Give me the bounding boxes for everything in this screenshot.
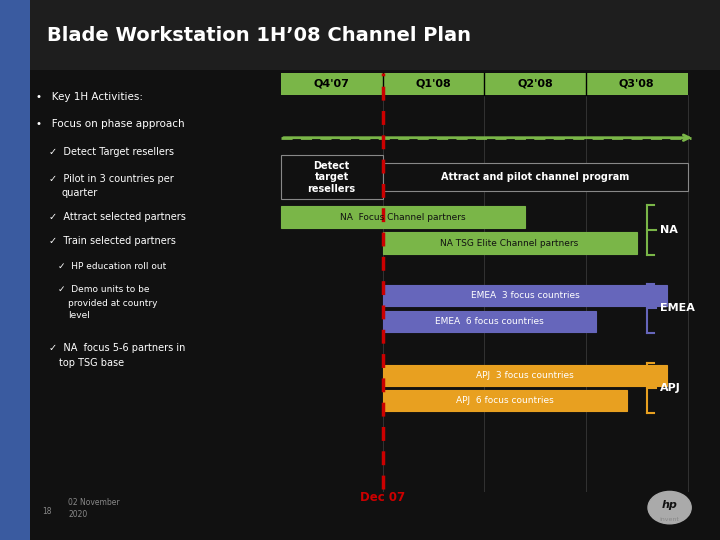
FancyBboxPatch shape (382, 310, 596, 332)
Text: APJ: APJ (660, 383, 680, 393)
FancyBboxPatch shape (382, 390, 626, 411)
FancyBboxPatch shape (0, 0, 30, 540)
Text: ✓  NA  focus 5-6 partners in: ✓ NA focus 5-6 partners in (49, 343, 185, 353)
Text: EMEA: EMEA (660, 303, 694, 313)
Text: Dec 07: Dec 07 (360, 491, 405, 504)
Text: Blade Workstation 1H’08 Channel Plan: Blade Workstation 1H’08 Channel Plan (47, 25, 471, 45)
Text: ✓  Train selected partners: ✓ Train selected partners (49, 237, 176, 246)
FancyBboxPatch shape (382, 232, 636, 254)
Text: APJ  6 focus countries: APJ 6 focus countries (456, 396, 554, 405)
Text: Detect
target
resellers: Detect target resellers (307, 160, 356, 194)
Text: •   Key 1H Activities:: • Key 1H Activities: (36, 92, 143, 102)
Text: Q2'08: Q2'08 (517, 79, 553, 89)
FancyBboxPatch shape (382, 364, 667, 386)
FancyBboxPatch shape (382, 163, 688, 191)
Text: ✓  Demo units to be: ✓ Demo units to be (58, 286, 149, 294)
Text: top TSG base: top TSG base (59, 358, 124, 368)
Circle shape (648, 491, 691, 524)
Text: ✓  Pilot in 3 countries per: ✓ Pilot in 3 countries per (49, 174, 174, 184)
Text: NA TSG Elite Channel partners: NA TSG Elite Channel partners (441, 239, 579, 247)
Text: EMEA  3 focus countries: EMEA 3 focus countries (470, 291, 580, 300)
Text: level: level (68, 312, 89, 320)
Text: NA  Focus Channel partners: NA Focus Channel partners (340, 213, 466, 221)
Text: invent: invent (660, 517, 680, 522)
FancyBboxPatch shape (281, 206, 525, 228)
Text: ✓  HP education roll out: ✓ HP education roll out (58, 262, 166, 271)
Text: Attract and pilot channel program: Attract and pilot channel program (441, 172, 629, 182)
Text: quarter: quarter (61, 188, 97, 198)
Text: 18: 18 (42, 508, 51, 516)
Text: hp: hp (662, 501, 678, 510)
Text: •   Focus on phase approach: • Focus on phase approach (36, 119, 184, 129)
Text: Q3'08: Q3'08 (619, 79, 654, 89)
FancyBboxPatch shape (281, 155, 382, 199)
FancyBboxPatch shape (30, 0, 720, 70)
FancyBboxPatch shape (382, 285, 667, 306)
Text: ✓  Detect Target resellers: ✓ Detect Target resellers (49, 147, 174, 157)
Text: EMEA  6 focus countries: EMEA 6 focus countries (435, 317, 544, 326)
FancyBboxPatch shape (281, 73, 688, 94)
Text: 02 November
2020: 02 November 2020 (68, 498, 120, 519)
Text: NA: NA (660, 225, 678, 235)
Text: Q4'07: Q4'07 (314, 79, 350, 89)
Text: ✓  Attract selected partners: ✓ Attract selected partners (49, 212, 186, 222)
Text: provided at country: provided at country (68, 299, 157, 308)
Text: Q1'08: Q1'08 (415, 79, 451, 89)
Text: APJ  3 focus countries: APJ 3 focus countries (476, 371, 574, 380)
